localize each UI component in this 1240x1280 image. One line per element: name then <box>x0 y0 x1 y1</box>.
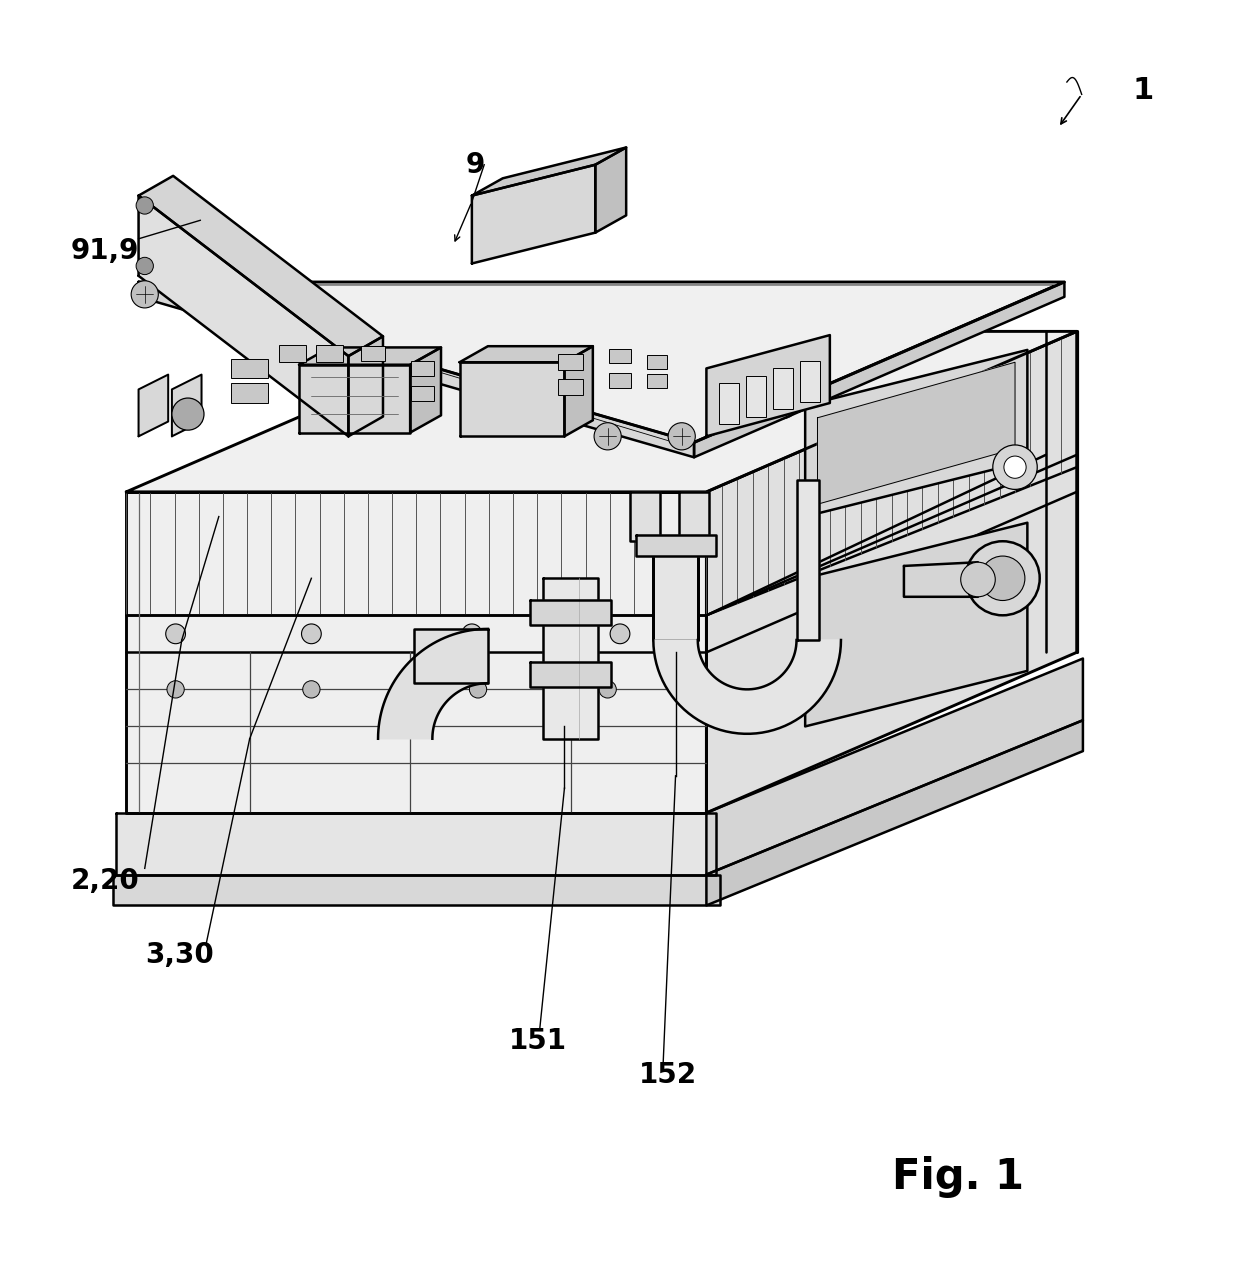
Bar <box>279 346 306 362</box>
Polygon shape <box>796 480 818 640</box>
Polygon shape <box>805 349 1028 517</box>
Circle shape <box>599 681 616 698</box>
Polygon shape <box>653 640 841 733</box>
Circle shape <box>961 562 996 596</box>
Polygon shape <box>299 347 441 365</box>
Circle shape <box>131 280 159 308</box>
Polygon shape <box>139 282 694 457</box>
Circle shape <box>993 445 1037 489</box>
Bar <box>800 361 820 402</box>
Bar <box>412 361 434 376</box>
Polygon shape <box>694 282 1064 457</box>
Circle shape <box>136 257 154 275</box>
Bar <box>647 374 667 388</box>
Bar <box>361 346 386 361</box>
Text: 151: 151 <box>508 1027 567 1055</box>
Text: 152: 152 <box>639 1061 697 1088</box>
Text: 2,20: 2,20 <box>71 867 139 895</box>
Polygon shape <box>805 522 1028 727</box>
Polygon shape <box>139 282 1064 443</box>
Text: 9: 9 <box>466 151 485 179</box>
Text: 91,92: 91,92 <box>71 237 159 265</box>
Circle shape <box>1004 456 1027 479</box>
Polygon shape <box>348 337 383 436</box>
Polygon shape <box>472 147 626 196</box>
Polygon shape <box>707 721 1083 905</box>
Polygon shape <box>817 362 1016 504</box>
Text: 1: 1 <box>1132 77 1153 105</box>
Polygon shape <box>707 658 1083 874</box>
Bar <box>609 374 631 388</box>
Bar <box>231 358 268 379</box>
Bar <box>412 385 434 401</box>
Polygon shape <box>707 335 830 436</box>
Circle shape <box>166 623 186 644</box>
Polygon shape <box>126 492 707 813</box>
Polygon shape <box>139 175 383 356</box>
Circle shape <box>594 422 621 449</box>
Bar <box>719 383 739 424</box>
Bar <box>609 348 631 364</box>
Polygon shape <box>543 579 598 739</box>
Polygon shape <box>172 375 202 436</box>
Polygon shape <box>139 196 348 436</box>
Polygon shape <box>564 346 593 436</box>
Text: Fig. 1: Fig. 1 <box>892 1156 1023 1198</box>
Polygon shape <box>529 600 611 625</box>
Circle shape <box>136 197 154 214</box>
Polygon shape <box>378 628 487 739</box>
Circle shape <box>167 681 185 698</box>
Circle shape <box>303 681 320 698</box>
Polygon shape <box>126 332 1076 492</box>
Polygon shape <box>460 346 593 362</box>
Circle shape <box>770 389 790 410</box>
Circle shape <box>172 398 205 430</box>
Bar <box>647 356 667 369</box>
Polygon shape <box>299 365 410 433</box>
Polygon shape <box>636 535 715 556</box>
Polygon shape <box>630 492 660 541</box>
Text: 3,30: 3,30 <box>145 941 213 969</box>
Circle shape <box>966 541 1039 616</box>
Circle shape <box>981 556 1025 600</box>
Polygon shape <box>460 362 564 436</box>
Polygon shape <box>707 332 1076 813</box>
Polygon shape <box>414 628 487 684</box>
Polygon shape <box>139 375 169 436</box>
Polygon shape <box>904 562 978 596</box>
Circle shape <box>470 681 486 698</box>
Polygon shape <box>113 874 720 905</box>
Bar <box>746 376 765 416</box>
Polygon shape <box>117 813 717 874</box>
Polygon shape <box>410 347 441 433</box>
Bar <box>773 369 792 410</box>
Circle shape <box>760 380 800 419</box>
Polygon shape <box>472 165 595 264</box>
Circle shape <box>463 623 482 644</box>
Bar <box>316 346 343 362</box>
Bar <box>558 379 583 396</box>
Polygon shape <box>529 662 611 687</box>
Circle shape <box>668 422 696 449</box>
Polygon shape <box>595 147 626 233</box>
Circle shape <box>301 623 321 644</box>
Polygon shape <box>680 492 709 541</box>
Bar <box>558 355 583 370</box>
Bar <box>231 383 268 403</box>
Polygon shape <box>653 541 698 640</box>
Circle shape <box>610 623 630 644</box>
